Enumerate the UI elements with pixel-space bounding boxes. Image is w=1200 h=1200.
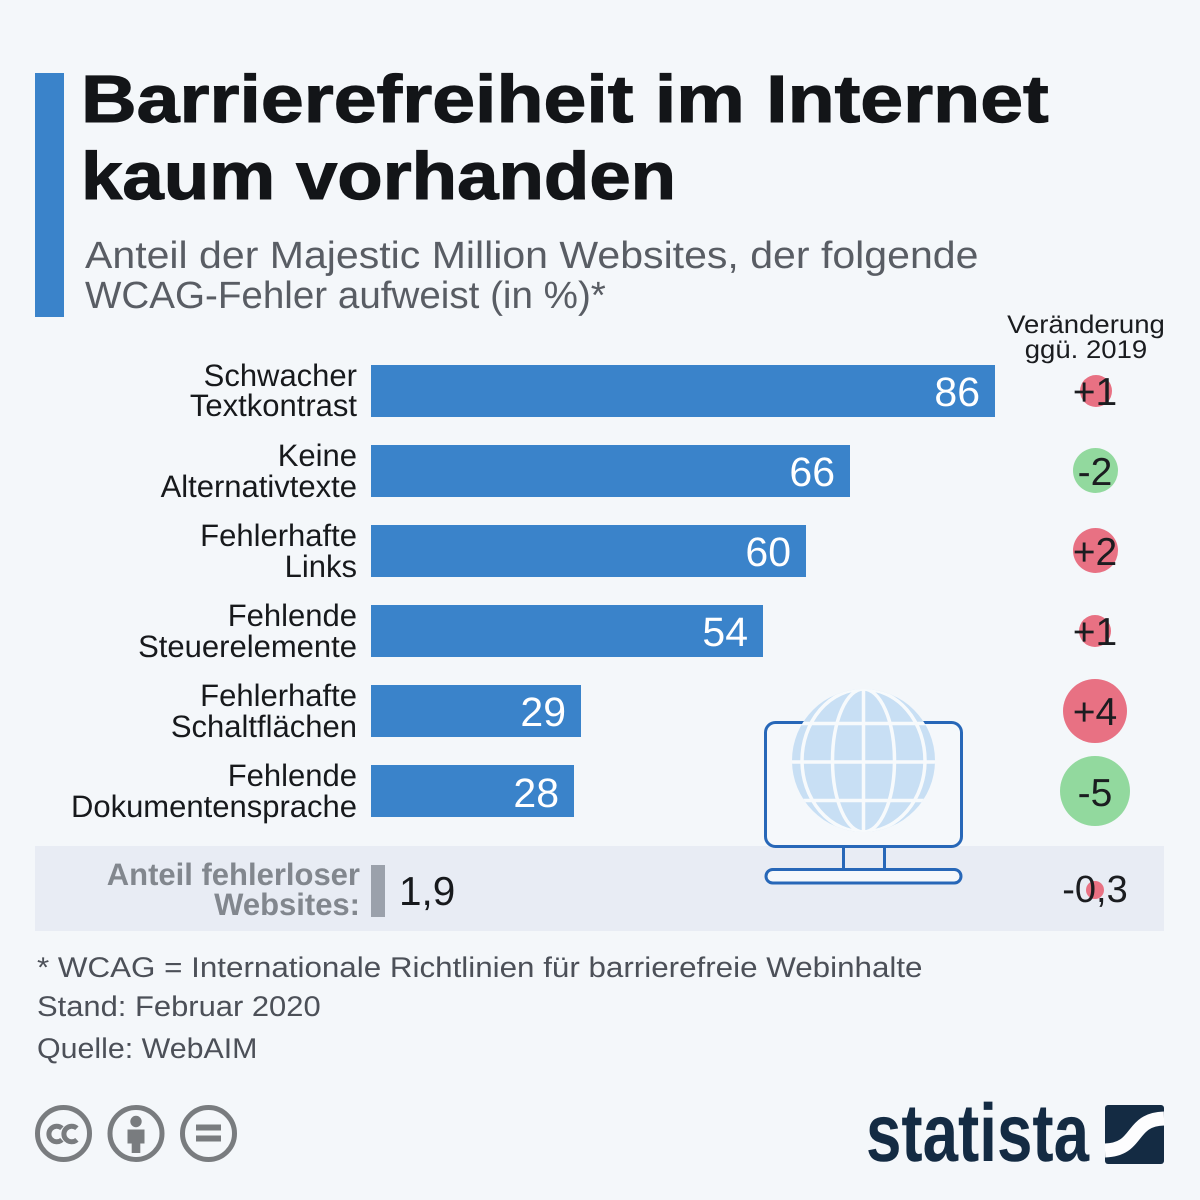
- svg-text:statista: statista: [866, 1095, 1090, 1175]
